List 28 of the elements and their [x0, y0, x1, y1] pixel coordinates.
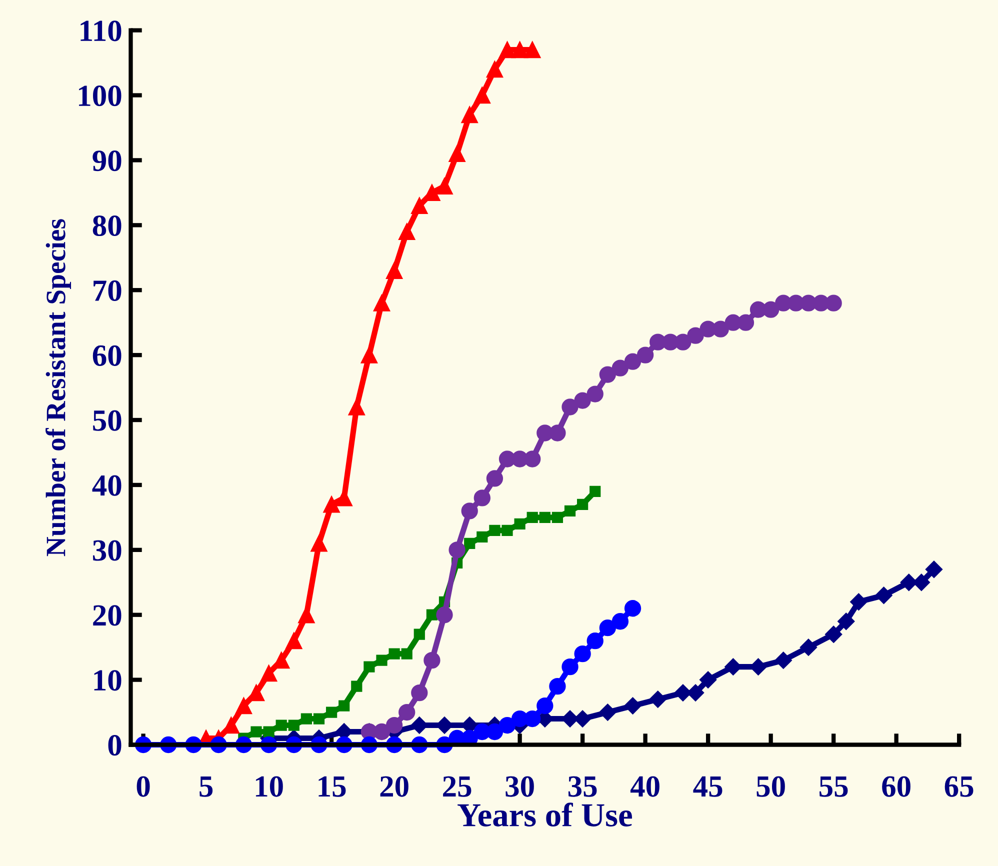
- x-tick-label: 40: [630, 776, 660, 797]
- y-tick-label: 40: [92, 475, 122, 496]
- x-tick-label: 35: [568, 776, 597, 797]
- y-tick-label: 50: [93, 410, 122, 431]
- y-tick-label: 20: [93, 605, 122, 626]
- y-tick-label: 100: [79, 86, 122, 106]
- x-tick-label: 20: [380, 776, 408, 797]
- y-tick-label: 80: [92, 215, 122, 236]
- x-axis-title: Years of Use: [458, 802, 632, 826]
- x-tick-label: 55: [820, 776, 848, 797]
- x-tick-label: 25: [443, 776, 472, 797]
- x-tick-label: 60: [882, 776, 910, 797]
- x-tick-label: 0: [136, 776, 150, 797]
- y-tick-label: 30: [93, 540, 122, 561]
- x-tick-label: 65: [944, 776, 974, 797]
- x-tick-label: 5: [200, 776, 213, 797]
- y-axis-title: Number of Resistant Species: [46, 219, 72, 556]
- x-tick-label: 45: [693, 776, 722, 797]
- x-tick-label: 15: [318, 776, 346, 797]
- x-tick-label: 10: [256, 776, 283, 797]
- y-tick-label: 110: [80, 20, 122, 42]
- y-tick-label: 90: [92, 150, 122, 172]
- y-tick-label: 0: [108, 735, 122, 756]
- x-tick-label: 30: [506, 776, 534, 797]
- y-tick-label: 60: [92, 345, 122, 366]
- y-tick-label: 70: [94, 280, 122, 302]
- x-tick-label: 50: [756, 776, 785, 797]
- y-tick-label: 10: [94, 670, 122, 691]
